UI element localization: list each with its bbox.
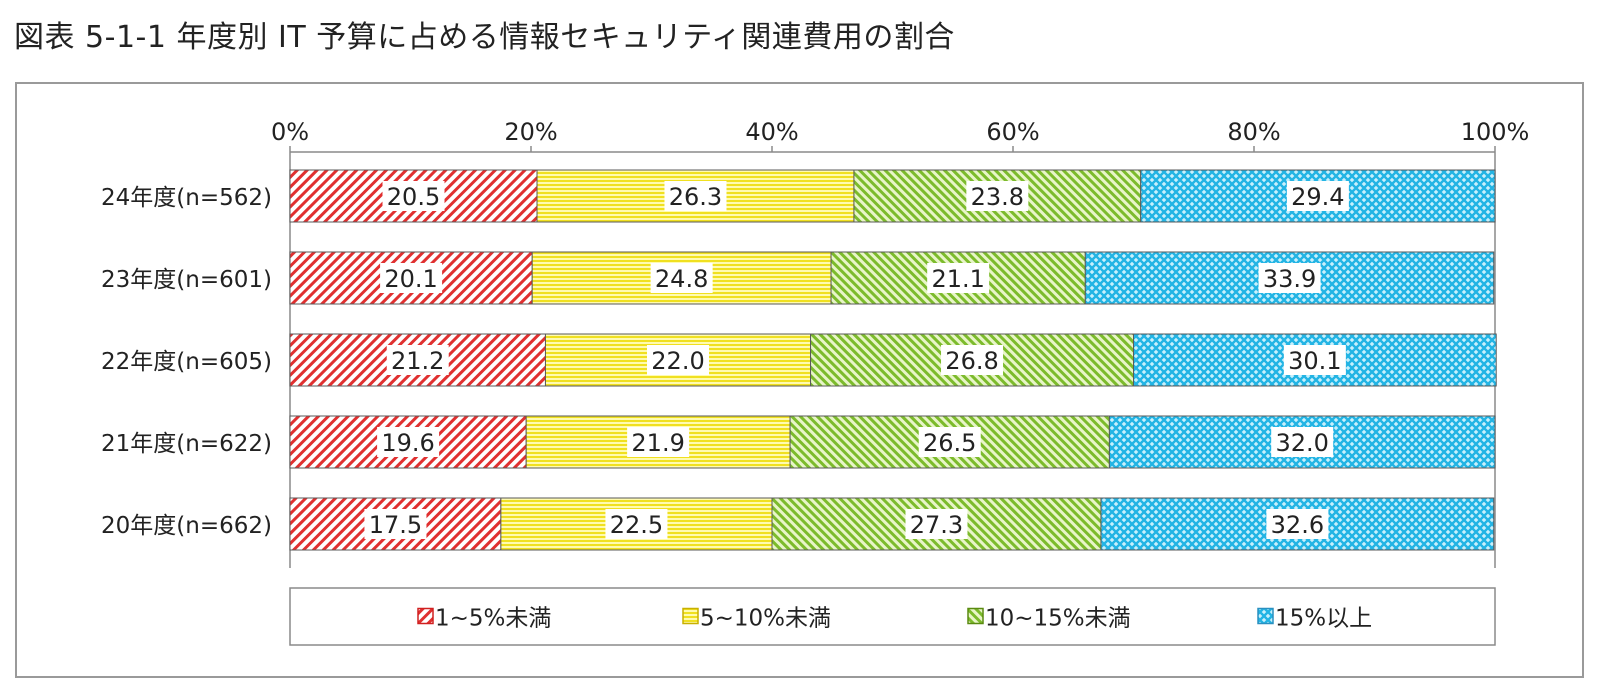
data-label: 32.6 (1271, 511, 1324, 539)
data-label: 33.9 (1263, 265, 1316, 293)
data-label-bg (364, 509, 427, 539)
data-label: 20.5 (387, 183, 440, 211)
data-label: 29.4 (1291, 183, 1344, 211)
data-label-bg (386, 345, 449, 375)
x-tick-label: 40% (745, 118, 798, 146)
bar-segment (289, 251, 533, 305)
legend-label: 5~10%未満 (700, 606, 831, 632)
data-label: 23.8 (971, 183, 1024, 211)
data-label-bg (382, 181, 445, 211)
data-label-bg (380, 263, 443, 293)
legend-swatch (1257, 607, 1274, 625)
x-tick-label: 100% (1461, 118, 1530, 146)
data-label: 24.8 (655, 265, 708, 293)
category-label: 23年度(n=601) (101, 267, 272, 293)
data-label: 32.0 (1275, 429, 1328, 457)
category-label: 24年度(n=562) (101, 185, 272, 211)
data-label: 26.5 (923, 429, 976, 457)
data-label-bg (1271, 427, 1334, 457)
bar-segment (536, 169, 855, 223)
data-label: 19.6 (381, 429, 434, 457)
category-label: 22年度(n=605) (101, 349, 272, 375)
data-label: 27.3 (910, 511, 963, 539)
data-label: 20.1 (384, 265, 437, 293)
legend-label: 10~15%未満 (985, 606, 1131, 632)
data-label-bg (650, 263, 713, 293)
data-label: 21.2 (391, 347, 444, 375)
legend-box (289, 587, 1496, 646)
data-label: 17.5 (369, 511, 422, 539)
x-tick-label: 0% (271, 118, 309, 146)
data-label-bg (905, 509, 968, 539)
x-tick-label: 20% (504, 118, 557, 146)
data-label-bg (627, 427, 690, 457)
chart-frame (15, 82, 1584, 678)
data-label-bg (1283, 345, 1346, 375)
category-label: 20年度(n=662) (101, 513, 272, 539)
data-label: 21.1 (931, 265, 984, 293)
category-label: 21年度(n=622) (101, 431, 272, 457)
legend-swatch (417, 607, 434, 625)
x-tick-label: 80% (1227, 118, 1280, 146)
legend-label: 1~5%未満 (435, 606, 551, 632)
data-label-bg (918, 427, 981, 457)
data-label-bg (664, 181, 727, 211)
data-label: 21.9 (631, 429, 684, 457)
data-label-bg (605, 509, 668, 539)
data-label: 26.3 (669, 183, 722, 211)
data-label-bg (966, 181, 1029, 211)
data-label: 22.0 (651, 347, 704, 375)
data-label-bg (1258, 263, 1321, 293)
data-label-bg (1286, 181, 1349, 211)
legend-swatch (967, 607, 984, 625)
data-label-bg (927, 263, 990, 293)
data-label-bg (377, 427, 440, 457)
data-label: 22.5 (610, 511, 663, 539)
chart-title: 図表 5-1-1 年度別 IT 予算に占める情報セキュリティ関連費用の割合 (14, 20, 955, 55)
data-label-bg (647, 345, 710, 375)
legend-label: 15%以上 (1275, 606, 1372, 632)
data-label: 30.1 (1288, 347, 1341, 375)
legend-swatch (682, 607, 699, 625)
data-label: 26.8 (945, 347, 998, 375)
data-label-bg (1266, 509, 1329, 539)
data-label-bg (941, 345, 1004, 375)
x-tick-label: 60% (986, 118, 1039, 146)
